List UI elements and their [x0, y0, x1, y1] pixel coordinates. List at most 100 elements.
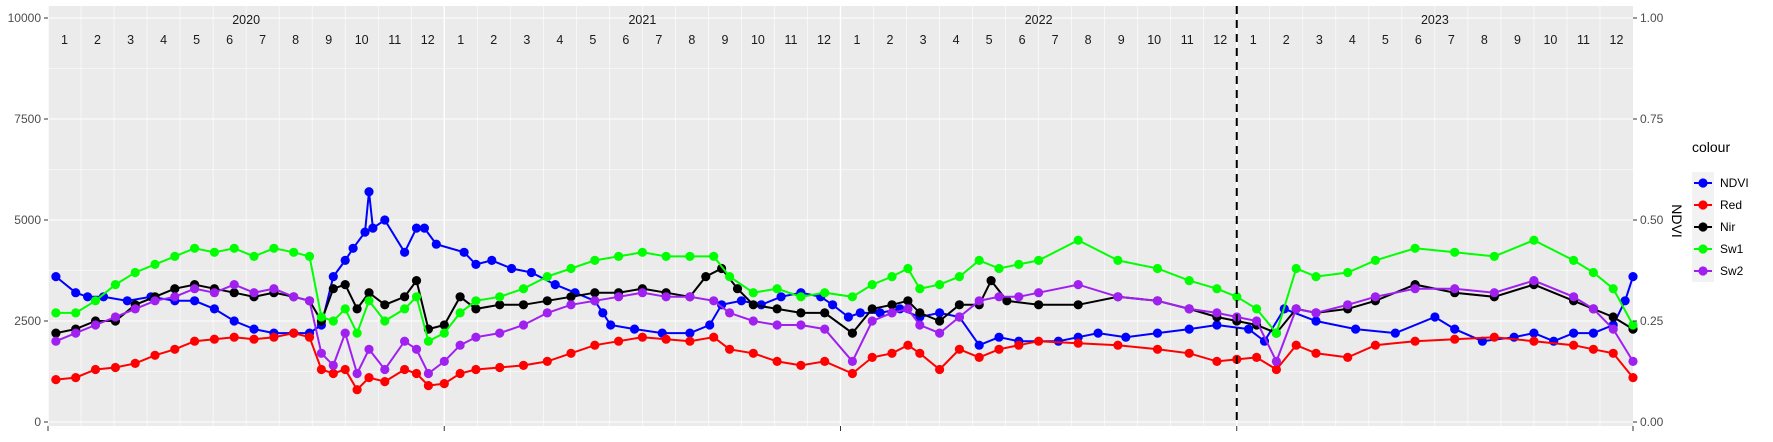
- data-point: [1608, 324, 1618, 334]
- data-point: [455, 292, 465, 302]
- data-point: [150, 350, 160, 360]
- data-point: [954, 272, 965, 282]
- data-point: [709, 296, 719, 306]
- month-label: 11: [784, 33, 797, 47]
- month-label: 5: [193, 33, 200, 47]
- data-point: [903, 296, 913, 306]
- data-point: [495, 292, 505, 302]
- data-point: [701, 272, 711, 282]
- year-label: 2021: [628, 13, 656, 27]
- data-point: [130, 358, 140, 368]
- legend-label: Nir: [1720, 220, 1735, 234]
- month-labels: 1 2 3 4 5 6 7 8 9 10 11 12 1 2 3 4 5 6 7 8 9 10 11 12 1 2 3 4 5 6 7 8 9 1…: [61, 33, 1623, 47]
- data-point: [887, 348, 897, 358]
- data-point: [1628, 373, 1638, 383]
- data-point: [122, 296, 132, 306]
- data-point: [903, 304, 913, 314]
- data-point: [249, 324, 259, 334]
- data-point: [170, 251, 180, 261]
- data-point: [411, 344, 422, 354]
- data-point: [518, 300, 529, 310]
- data-point: [994, 344, 1004, 354]
- data-point: [867, 304, 877, 314]
- data-point: [1093, 328, 1103, 338]
- data-point: [340, 304, 350, 314]
- data-point: [289, 292, 299, 302]
- legend-entry-red: Red: [1692, 194, 1742, 216]
- data-point: [471, 364, 481, 375]
- data-point: [915, 284, 925, 294]
- data-point: [368, 223, 378, 233]
- data-point: [725, 344, 735, 354]
- data-point: [776, 292, 786, 302]
- month-label: 1: [1250, 33, 1257, 47]
- data-point: [364, 296, 374, 306]
- data-point: [915, 320, 925, 330]
- data-point: [820, 324, 830, 334]
- legend-key-point: [1698, 200, 1708, 210]
- y-right-tick-label: 0.75: [1640, 112, 1664, 126]
- legend-entry-nir: Nir: [1692, 216, 1735, 238]
- data-point: [380, 316, 390, 326]
- data-point: [1608, 284, 1618, 294]
- data-point: [986, 276, 996, 286]
- data-point: [748, 316, 758, 326]
- data-point: [90, 364, 101, 375]
- data-point: [328, 272, 338, 282]
- data-point: [400, 364, 410, 375]
- data-point: [637, 332, 648, 342]
- data-point: [542, 356, 552, 366]
- month-label: 11: [1181, 33, 1194, 47]
- data-point: [423, 381, 433, 391]
- month-label: 7: [259, 33, 266, 47]
- month-label: 5: [1382, 33, 1389, 47]
- data-point: [935, 364, 945, 375]
- data-point: [471, 332, 481, 342]
- data-point: [83, 292, 93, 302]
- data-point: [1588, 304, 1598, 314]
- data-point: [1184, 324, 1194, 334]
- data-point: [887, 272, 897, 282]
- data-point: [637, 288, 648, 298]
- data-point: [316, 312, 326, 322]
- legend-key-point: [1698, 266, 1708, 276]
- legend-entry-sw1: Sw1: [1692, 238, 1744, 260]
- legend-label: Sw2: [1720, 264, 1744, 278]
- data-point: [1608, 312, 1618, 322]
- data-point: [71, 308, 81, 318]
- month-label: 7: [1052, 33, 1059, 47]
- y-tick-label: 0: [34, 415, 41, 429]
- data-point: [820, 288, 830, 298]
- data-point: [130, 304, 140, 314]
- data-point: [423, 336, 433, 346]
- data-point: [316, 364, 326, 375]
- data-point: [843, 312, 854, 322]
- data-point: [364, 373, 374, 383]
- data-point: [1212, 284, 1222, 294]
- data-point: [1252, 304, 1262, 314]
- data-point: [1311, 348, 1321, 358]
- data-point: [1113, 255, 1123, 265]
- data-point: [542, 296, 552, 306]
- data-point: [400, 247, 410, 257]
- data-point: [590, 255, 600, 265]
- data-point: [1034, 300, 1044, 310]
- legend-label: Sw1: [1720, 242, 1744, 256]
- data-point: [1343, 300, 1353, 310]
- data-point: [71, 288, 81, 298]
- data-point: [1430, 312, 1440, 322]
- data-point: [269, 243, 279, 253]
- data-point: [380, 377, 390, 387]
- data-point: [1450, 324, 1460, 334]
- month-label: 9: [721, 33, 728, 47]
- data-point: [431, 239, 441, 249]
- data-point: [614, 336, 624, 346]
- data-point: [471, 296, 481, 306]
- data-point: [340, 255, 350, 265]
- data-point: [954, 312, 965, 322]
- data-point: [725, 272, 735, 282]
- data-point: [796, 360, 806, 370]
- data-point: [328, 360, 338, 370]
- data-point: [772, 284, 782, 294]
- data-point: [364, 288, 374, 298]
